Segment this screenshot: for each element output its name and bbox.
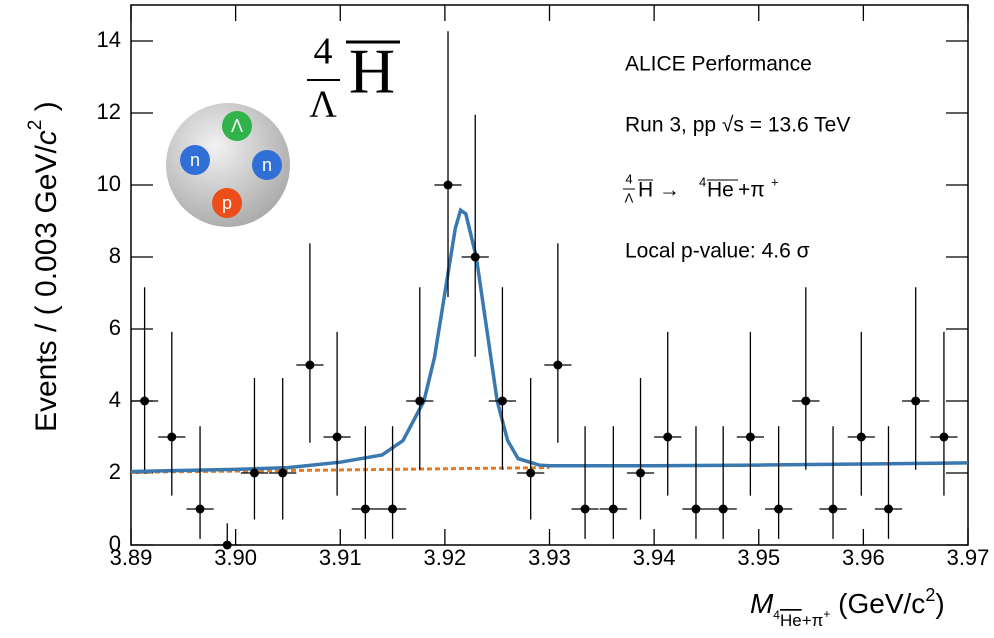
nucleus-mass: 4 [314, 31, 333, 73]
annotation: Local p-value: 4.6 σ [625, 240, 810, 263]
data-point [745, 432, 755, 442]
reaction-part: +π [738, 179, 765, 202]
data-point [718, 504, 728, 514]
data-point [388, 504, 398, 514]
data-point [443, 180, 453, 190]
data-point [222, 540, 232, 550]
nucleus-label: 4 Λ H [307, 31, 400, 126]
y-label-part: c [30, 130, 63, 145]
nucleus-symbol: H [349, 36, 395, 107]
x-tick-label: 3.90 [214, 545, 257, 570]
x-label-part: He [780, 611, 802, 630]
x-tick-label: 3.97 [947, 545, 990, 570]
y-tick-label: 2 [109, 459, 121, 484]
data-point [360, 504, 370, 514]
data-point [856, 432, 866, 442]
y-tick-label: 10 [97, 171, 121, 196]
fit-curve [130, 207, 969, 474]
annotation: Run 3, pp √s = 13.6 TeV [625, 114, 850, 137]
y-tick-label: 8 [109, 243, 121, 268]
x-tick-label: 3.92 [423, 545, 466, 570]
particle-label: n [190, 150, 200, 170]
y-tick-label: 0 [109, 531, 121, 556]
data-point [249, 468, 259, 478]
particle-label: Λ [231, 116, 243, 136]
particle-label: n [262, 155, 272, 175]
data-point [774, 504, 784, 514]
data-point [553, 360, 563, 370]
data-point [801, 396, 811, 406]
data-point [911, 396, 921, 406]
data-point [691, 504, 701, 514]
x-label-part: 4 [773, 608, 780, 622]
reaction: 4 Λ H → 4 He +π + [623, 171, 779, 205]
data-point [470, 252, 480, 262]
fit-curve [130, 466, 550, 474]
y-label-part: ) [30, 101, 63, 119]
data-point [663, 432, 673, 442]
annotation: ALICE Performance [625, 53, 812, 76]
data-point [828, 504, 838, 514]
data-point [636, 468, 646, 478]
x-label-part: +π [802, 611, 824, 630]
x-label-part: ) [935, 588, 944, 619]
y-label-part: Events / ( 0.003 GeV/ [30, 145, 63, 432]
y-tick-label: 12 [97, 99, 121, 124]
x-label-part: M [750, 588, 774, 619]
data-point [608, 504, 618, 514]
x-tick-label: 3.96 [842, 545, 885, 570]
data-point [415, 396, 425, 406]
x-label-part: + [823, 607, 830, 621]
data-point [939, 432, 949, 442]
x-label-part: (GeV/c [830, 588, 925, 619]
nucleus-hyperon: Λ [309, 84, 337, 126]
particle [222, 111, 252, 141]
data-point [305, 360, 315, 370]
particle-label: p [222, 193, 232, 213]
x-tick-label: 3.94 [633, 545, 676, 570]
reaction-part: + [771, 174, 779, 189]
data-point [195, 504, 205, 514]
reaction-part: H [638, 179, 653, 202]
particle [212, 188, 242, 218]
x-tick-label: 3.89 [110, 545, 153, 570]
x-axis-label: M4He+π+ (GeV/c2) [711, 585, 968, 631]
data-point [497, 396, 507, 406]
nucleus [166, 103, 290, 227]
x-tick-label: 3.95 [737, 545, 780, 570]
nucleus-illustration: Λ n n p [166, 103, 290, 227]
reaction-part: → [653, 179, 686, 202]
data-point [526, 468, 536, 478]
y-label-part: 2 [25, 120, 46, 131]
data-point [580, 504, 590, 514]
reaction-part: 4 [699, 174, 706, 189]
x-tick-label: 3.91 [319, 545, 362, 570]
data-point [332, 432, 342, 442]
y-tick-label: 14 [97, 27, 121, 52]
y-tick-label: 4 [109, 387, 121, 412]
data-point [140, 396, 150, 406]
particle [180, 145, 210, 175]
reaction-part: Λ [625, 190, 634, 205]
y-tick-label: 6 [109, 315, 121, 340]
data-point [278, 468, 288, 478]
data-point [883, 504, 893, 514]
x-label-part: 2 [925, 585, 935, 605]
particle [252, 150, 282, 180]
reaction-part: He [707, 179, 734, 202]
reaction-part: 4 [625, 171, 632, 186]
x-tick-label: 3.93 [528, 545, 571, 570]
y-axis-label: Events / ( 0.003 GeV/c2 ) [25, 76, 63, 473]
data-point [167, 432, 177, 442]
